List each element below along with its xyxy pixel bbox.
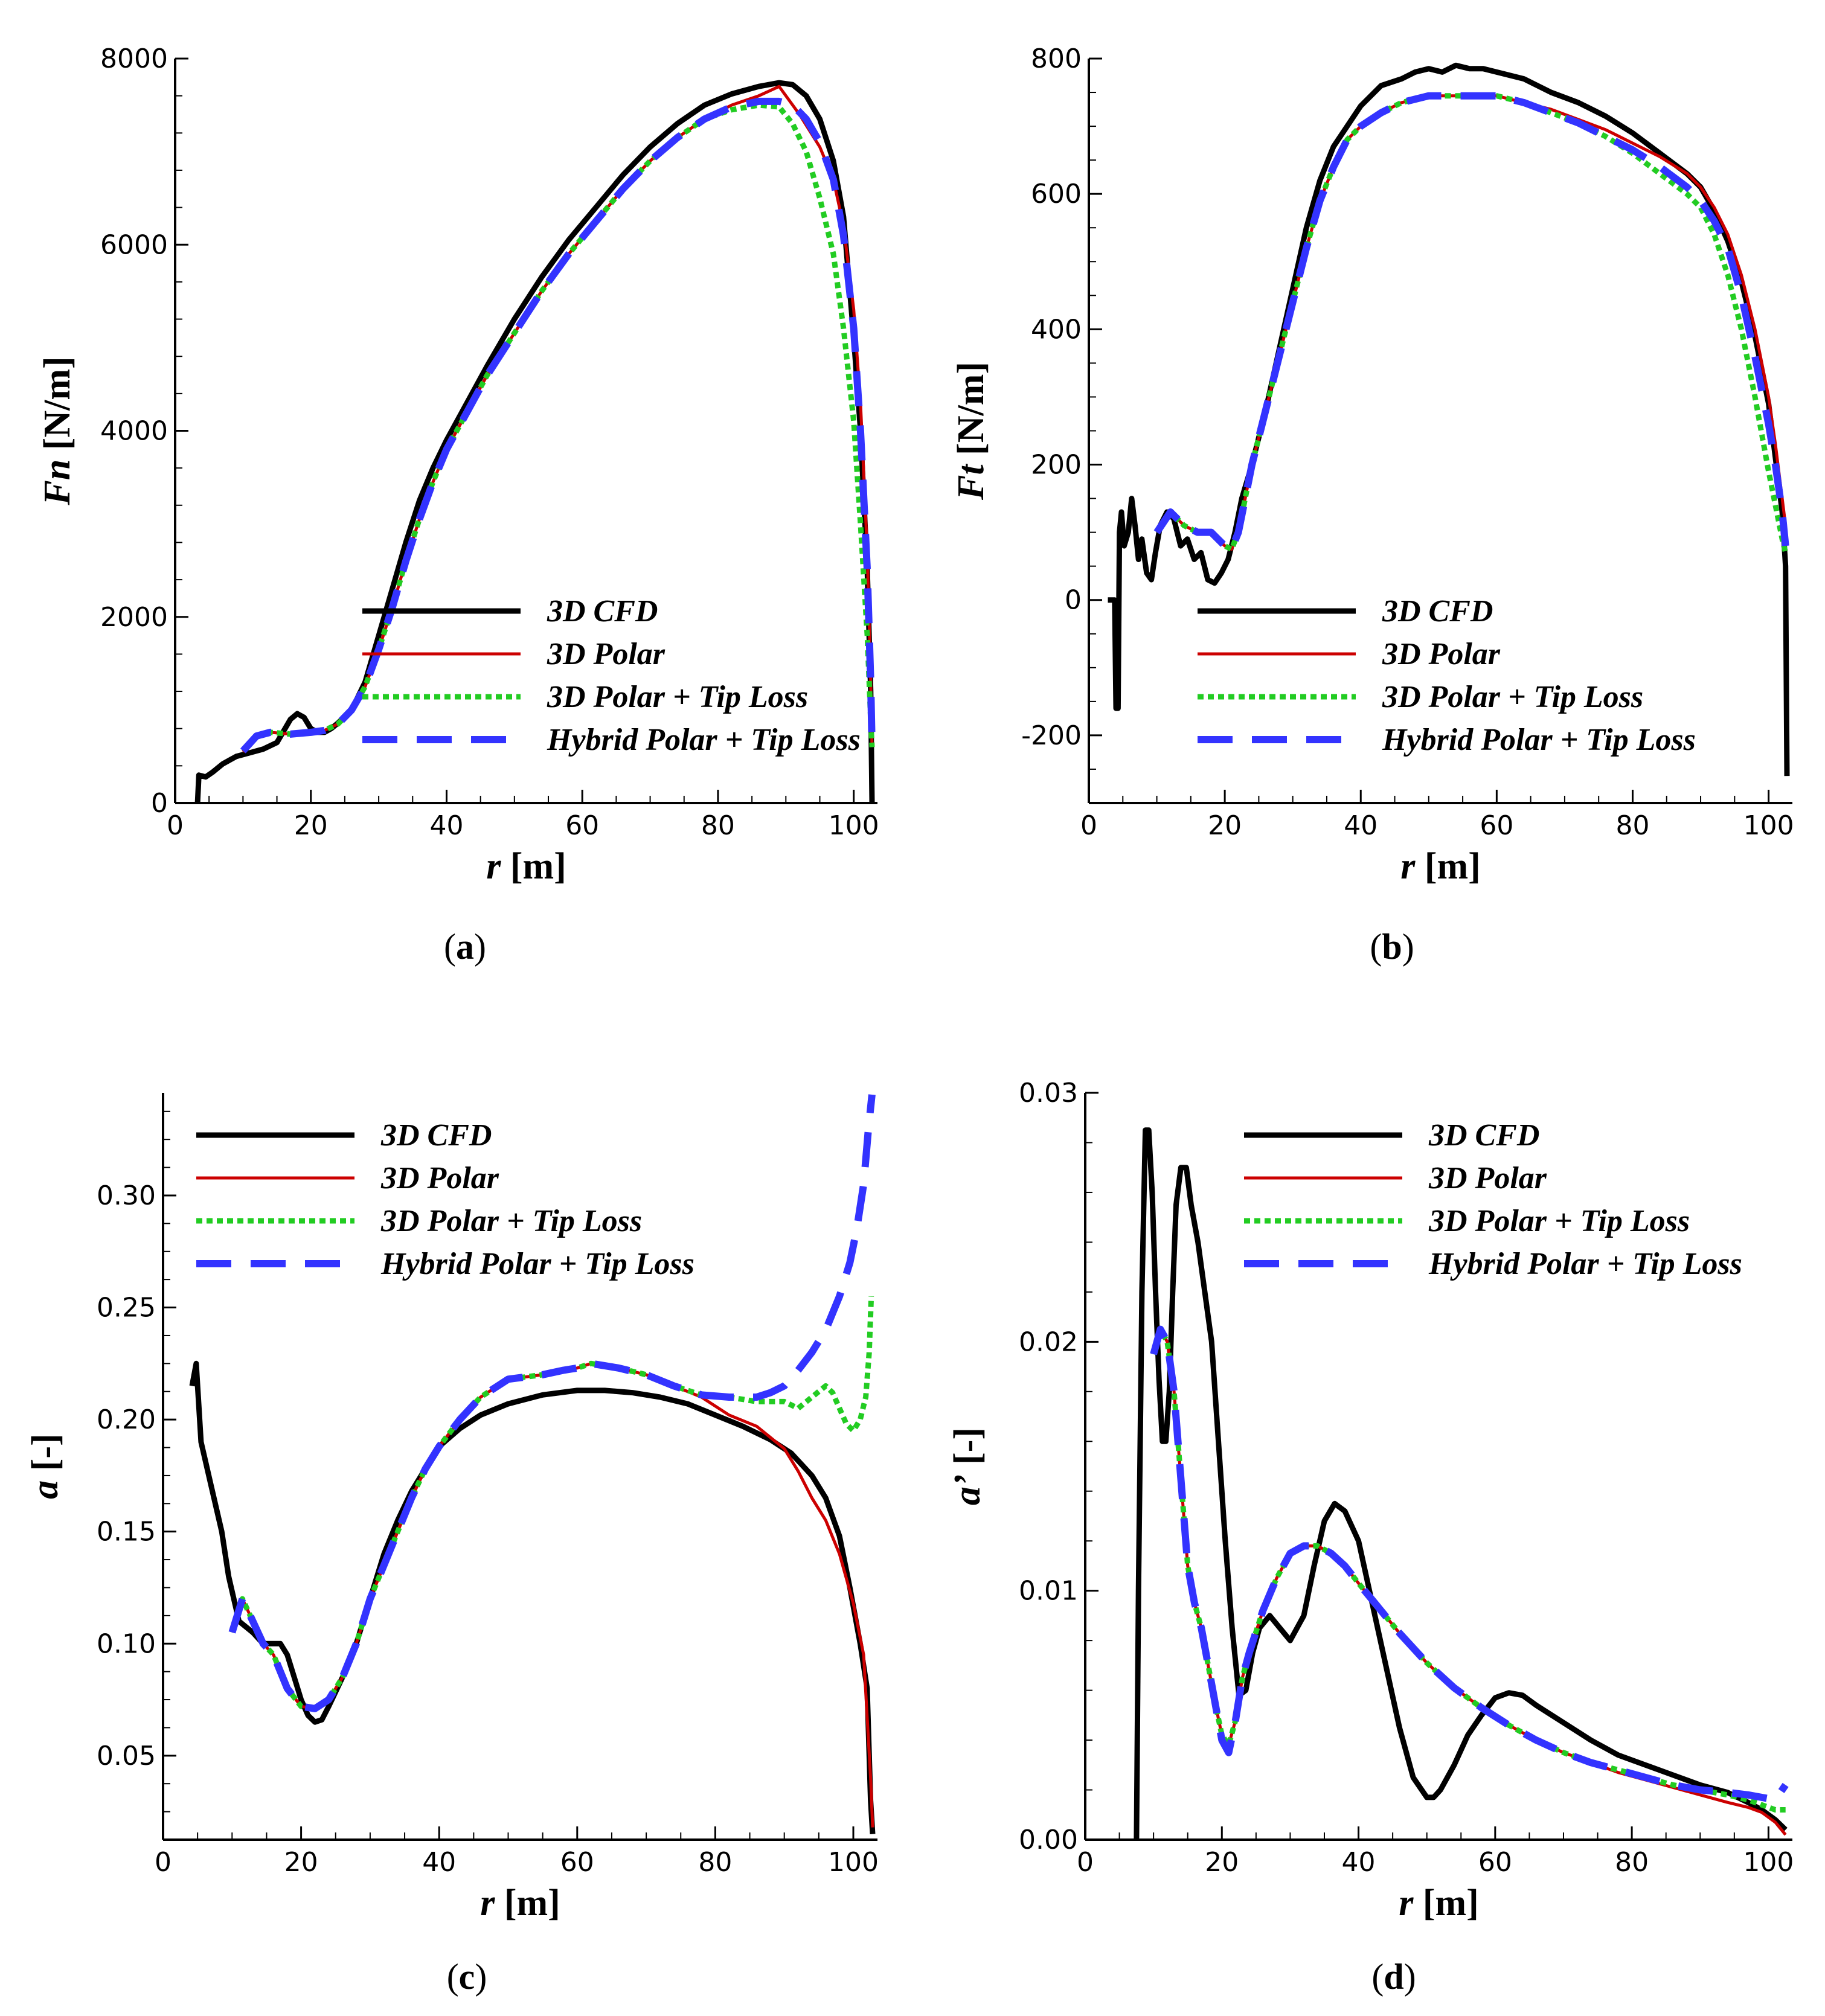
x-tick-label: 60 [1478,1847,1512,1878]
y-tick-label: 800 [1031,43,1082,74]
series-line-cfd [1134,1127,1788,1840]
panel-d: 0 20 40 60 80 100 0.00 0.01 0.02 0.03 r [m] a’ [-] 3… [947,1078,1794,1997]
y-tick-label: 0.10 [97,1628,156,1659]
x-tick-label: 100 [1743,1847,1794,1878]
x-tick-label: 80 [698,1847,732,1878]
x-tick-label: 0 [155,1847,172,1878]
y-tick-label: 0.25 [97,1293,156,1323]
legend-label: 3D Polar + Tip Loss [547,680,808,714]
y-axis-title: Ft [N/m] [951,362,992,501]
legend-label: 3D Polar [1382,637,1501,671]
legend: 3D CFD 3D Polar 3D Polar + Tip Loss Hybrid … [1198,594,1696,757]
y-tick-label: 2000 [100,602,168,633]
legend-label: Hybrid Polar + Tip Loss [1428,1247,1742,1281]
x-tick-label: 20 [294,810,328,841]
x-axis-title: r [m] [480,1883,560,1924]
y-axis-title: a’ [-] [947,1427,988,1505]
x-tick-label: 100 [828,1847,879,1878]
series-line-hybrid-tip [1150,1325,1789,1803]
legend-label: 3D Polar [380,1161,499,1195]
x-tick-label: 80 [701,810,735,841]
y-tick-label: 0 [1065,585,1082,616]
x-tick-label: 40 [1342,1847,1376,1878]
legend-label: 3D Polar + Tip Loss [1428,1204,1690,1238]
x-tick-label: 40 [1344,810,1378,841]
legend-label: Hybrid Polar + Tip Loss [380,1247,694,1281]
y-tick-label: 8000 [100,43,168,74]
panel-a: 0 20 40 60 80 100 0 2000 4000 6000 8000 r [m] Fn [N/… [37,43,879,967]
legend-label: 3D Polar + Tip Loss [380,1204,642,1238]
y-tick-label: -200 [1021,720,1082,751]
panel-b: 0 20 40 60 80 100 -200 0 200 400 600 800 r [m] Ft [N/… [951,43,1794,967]
legend-label: 3D CFD [1382,594,1493,629]
panel-caption: (d) [1371,1957,1416,1997]
series-line-polar [1152,1328,1787,1836]
y-tick-label: 0.02 [1019,1326,1078,1357]
y-axis-title: Fn [N/m] [37,356,78,505]
panel-c: 0 20 40 60 80 100 0.05 0.10 0.15 0.20 0.25 0.30 r [m… [25,1093,879,1997]
y-tick-label: 4000 [100,416,168,447]
legend-label: Hybrid Polar + Tip Loss [1382,723,1696,757]
legend-label: 3D Polar + Tip Loss [1382,680,1643,714]
y-tick-label: 0.05 [97,1741,156,1771]
y-tick-label: 0.01 [1019,1576,1078,1607]
series-line-hybrid-tip [1153,92,1789,553]
panel-caption: (c) [447,1957,487,1997]
y-tick-label: 0.00 [1019,1825,1078,1855]
x-tick-label: 20 [284,1847,318,1878]
y-axis-title: a [-] [25,1433,66,1499]
x-tick-label: 40 [429,810,463,841]
x-tick-label: 0 [1077,1847,1094,1878]
legend-label: 3D Polar [547,637,666,671]
x-axis-title: r [m] [486,846,566,887]
series-line-hybrid-tip [240,97,876,754]
x-tick-label: 0 [1080,810,1097,841]
series-line-cfd [189,1360,876,1834]
legend-label: 3D CFD [1428,1118,1539,1153]
x-tick-label: 100 [1743,810,1794,841]
y-tick-label: 0.20 [97,1404,156,1435]
legend-label: 3D CFD [380,1118,492,1153]
y-tick-label: 600 [1031,179,1082,210]
legend-label: 3D CFD [547,594,658,629]
y-tick-label: 200 [1031,450,1082,481]
series-line-cfd [194,80,875,804]
legend: 3D CFD 3D Polar 3D Polar + Tip Loss Hybrid … [196,1118,694,1281]
x-tick-label: 40 [422,1847,456,1878]
y-tick-label: 6000 [100,229,168,260]
legend: 3D CFD 3D Polar 3D Polar + Tip Loss Hybrid … [1244,1118,1742,1281]
panel-caption: (b) [1370,927,1414,967]
series-line-hybrid-tip [228,1094,876,1712]
x-tick-label: 80 [1615,810,1649,841]
x-axis-title: r [m] [1399,1883,1479,1924]
x-axis-title: r [m] [1400,846,1481,887]
x-tick-label: 80 [1615,1847,1649,1878]
y-tick-label: 400 [1031,314,1082,345]
legend-label: 3D Polar [1428,1161,1547,1195]
x-tick-label: 60 [1480,810,1513,841]
y-tick-label: 0.30 [97,1180,156,1211]
x-tick-label: 20 [1208,810,1242,841]
x-tick-label: 0 [167,810,184,841]
series-line-polar-tip [229,1296,874,1712]
x-tick-label: 20 [1205,1847,1239,1878]
y-tick-label: 0.03 [1019,1078,1078,1109]
series-line-polar-tip [1154,93,1789,554]
legend: 3D CFD 3D Polar 3D Polar + Tip Loss Hybrid … [362,594,861,757]
panel-caption: (a) [444,927,486,967]
x-tick-label: 60 [565,810,599,841]
legend-label: Hybrid Polar + Tip Loss [547,723,861,757]
x-tick-label: 60 [560,1847,594,1878]
y-tick-label: 0 [151,788,168,819]
series-line-polar [230,1362,874,1828]
y-tick-label: 0.15 [97,1517,156,1547]
x-tick-label: 100 [829,810,879,841]
